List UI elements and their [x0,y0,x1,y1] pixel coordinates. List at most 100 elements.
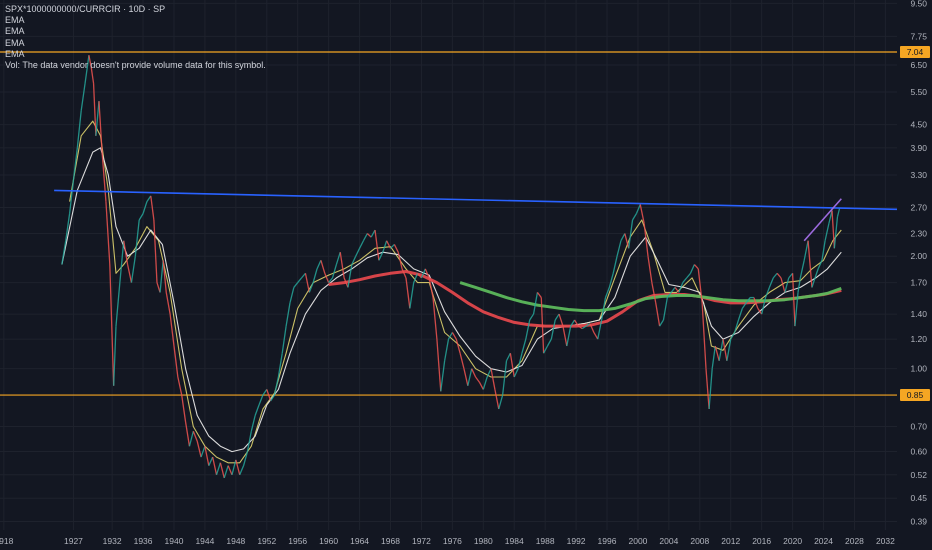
price-segment [674,287,680,293]
trendline-purple[interactable] [803,198,842,242]
ema-line-1 [69,120,842,464]
price-segment [513,368,519,378]
price-segment [730,332,736,340]
x-tick-label: 1932 [103,536,122,546]
symbol-title[interactable]: SPX*1000000000/CURRCIR · 10D · SP [5,4,166,14]
price-segment [570,319,576,327]
price-segment [722,338,728,361]
price-segment [791,273,796,327]
price-segment [498,394,504,410]
price-segment [165,292,171,315]
price-segment [235,459,241,475]
y-tick-label: 1.00 [910,364,927,374]
price-segment [620,233,626,242]
x-tick-label: 1948 [226,536,245,546]
price-segment [335,252,341,265]
price-segment [84,55,90,84]
indicator-ema-3[interactable]: EMA [5,37,25,48]
price-segment [409,282,415,309]
ema-series [61,120,842,464]
price-segment [223,465,229,479]
price-segment [138,213,144,221]
price-segment [270,394,276,402]
price-segment [382,240,388,253]
trendlines[interactable] [54,189,898,242]
indicator-ema-4[interactable]: EMA [5,48,25,59]
price-segment [467,368,473,386]
price-segment [803,240,809,261]
price-segment [80,83,86,111]
price-segment [204,446,210,466]
price-segment [573,319,579,327]
price-segment [266,389,272,402]
y-tick-label: 3.90 [910,143,927,153]
price-segment [90,67,95,84]
price-segment [701,302,707,369]
price-segment [797,277,801,293]
price-segment [604,287,610,298]
price-segment [546,338,552,347]
price-tag-label: 7.04 [907,47,924,57]
price-segment [593,332,599,340]
y-tick-label: 0.70 [910,422,927,432]
price-segment [68,179,75,214]
volume-note: Vol: The data vendor doesn't provide vol… [5,60,266,71]
price-segment [689,264,695,274]
price-segment [643,223,649,257]
price-segment [328,277,334,283]
price-segment [254,404,260,416]
price-segment [666,292,672,298]
x-axis[interactable]: 1918 1927 1932 1936 1940 1944 1948 1952 1956 1960… [0,536,895,546]
price-segment [227,465,233,476]
price-segment [366,233,372,238]
price-segment [169,313,175,347]
price-segment [320,260,326,274]
price-segment [589,323,595,333]
price-segment [188,431,194,447]
price-segment [146,195,152,202]
price-segment [424,268,430,279]
price-segment [761,297,767,315]
price-segment [814,268,819,279]
x-tick-label: 1956 [288,536,307,546]
price-segment [608,273,614,288]
price-segment [289,287,295,304]
price-segment [417,272,422,279]
price-segment [693,264,699,270]
y-tick-label: 0.45 [910,493,927,503]
indicator-ema-1[interactable]: EMA [5,15,25,26]
price-segment [639,204,645,224]
price-segment [459,353,465,369]
price-segment [784,277,790,293]
trendline-blue[interactable] [54,189,898,211]
price-segment [451,332,457,340]
price-segment [192,431,198,442]
price-segment [662,297,668,321]
price-segment [304,273,310,293]
price-segment [159,260,164,293]
price-segment [76,110,82,148]
x-tick-label: 1976 [443,536,462,546]
price-segment [436,339,442,392]
x-tick-label: 2020 [783,536,802,546]
chart-legend: SPX*1000000000/CURRCIR · 10D · SP EMA EM… [5,4,266,71]
price-segment [616,240,622,257]
price-segment [351,255,357,265]
y-tick-label: 0.60 [910,447,927,457]
price-segment [678,282,684,293]
price-segment [478,381,484,390]
price-segment [215,462,222,475]
price-segment [142,201,148,214]
price-segment [628,219,634,249]
price-segment [95,101,100,136]
price-segment [529,313,535,321]
indicator-ema-2[interactable]: EMA [5,26,25,37]
price-segment [432,297,438,340]
price-segment [420,268,426,279]
x-tick-label: 1988 [536,536,555,546]
price-segment [501,360,508,396]
y-axis[interactable]: 9.50 7.75 6.50 5.50 4.50 3.90 3.30 2.70 2.30 2.00… [900,0,930,526]
x-tick-label: 1940 [165,536,184,546]
x-tick-label: 1984 [505,536,524,546]
